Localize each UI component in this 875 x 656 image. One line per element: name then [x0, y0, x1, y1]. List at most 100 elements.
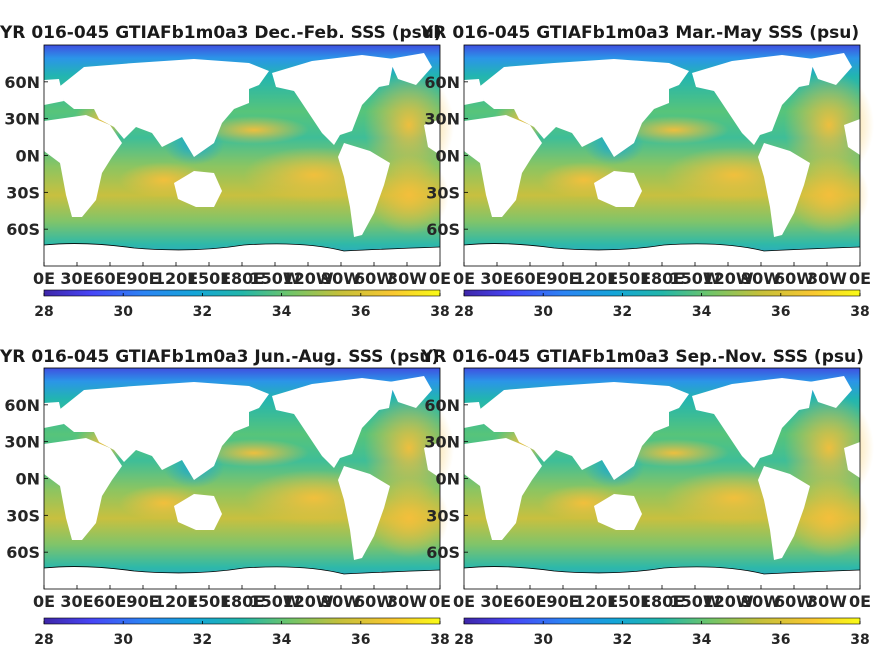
colorbar-tick-label: 32 — [193, 632, 212, 648]
colorbar-tick-label: 38 — [850, 632, 869, 648]
colorbar-tick-label: 30 — [533, 304, 553, 320]
y-tick-label: 30S — [426, 506, 460, 525]
y-tick-label: 30S — [426, 183, 460, 202]
y-tick-label: 60S — [426, 220, 460, 239]
x-tick-label: 180E — [640, 592, 684, 611]
colorbar — [463, 617, 861, 625]
panel-title: YR 016-045 GTIAFb1m0a3 Mar.-May SSS (psu… — [420, 23, 859, 43]
x-tick-label: 180E — [640, 269, 684, 288]
colorbar-tick-label: 34 — [272, 632, 292, 648]
x-tick-label: 0E — [429, 269, 451, 288]
x-tick-label: 0E — [33, 592, 55, 611]
colorbar — [463, 289, 861, 297]
colorbar-tick-label: 36 — [351, 632, 370, 648]
x-tick-label: 90W — [741, 592, 781, 611]
map-panel: YR 016-045 GTIAFb1m0a3 Dec.-Feb. SSS (ps… — [0, 23, 455, 320]
x-tick-label: 90W — [321, 592, 361, 611]
sss-map — [463, 44, 875, 267]
panel-title: YR 016-045 GTIAFb1m0a3 Sep.-Nov. SSS (ps… — [420, 347, 864, 367]
colorbar-tick-label: 34 — [272, 304, 292, 320]
x-tick-label: 150E — [607, 592, 651, 611]
y-tick-label: 0N — [15, 470, 40, 489]
x-tick-label: 150W — [249, 592, 300, 611]
sss-map — [43, 367, 455, 590]
x-tick-label: 150W — [669, 269, 720, 288]
x-tick-label: 120E — [574, 592, 618, 611]
map-panel: YR 016-045 GTIAFb1m0a3 Sep.-Nov. SSS (ps… — [420, 347, 875, 648]
colorbar-tick-label: 28 — [34, 632, 53, 648]
y-tick-label: 0N — [435, 147, 460, 166]
x-tick-label: 120W — [282, 592, 333, 611]
colorbar-tick-label: 30 — [113, 632, 133, 648]
x-tick-label: 120E — [574, 269, 618, 288]
x-tick-label: 90E — [126, 592, 159, 611]
y-tick-label: 60N — [424, 73, 460, 92]
sss-map — [463, 367, 875, 590]
x-tick-label: 30E — [480, 269, 513, 288]
x-tick-label: 30E — [480, 592, 513, 611]
colorbar-tick-label: 38 — [430, 304, 449, 320]
colorbar-tick-label: 36 — [351, 304, 370, 320]
y-tick-label: 30N — [4, 110, 40, 129]
y-tick-label: 30N — [424, 433, 460, 452]
x-tick-label: 30W — [387, 592, 427, 611]
x-tick-label: 0E — [429, 592, 451, 611]
y-tick-label: 30S — [6, 506, 40, 525]
x-tick-label: 150E — [607, 269, 651, 288]
x-tick-label: 60E — [93, 592, 126, 611]
colorbar-tick-label: 30 — [533, 632, 553, 648]
x-tick-label: 60W — [774, 592, 814, 611]
colorbar-tick-label: 28 — [454, 632, 473, 648]
colorbar-tick-label: 38 — [430, 632, 449, 648]
x-tick-label: 0E — [453, 592, 475, 611]
colorbar-tick-label: 30 — [113, 304, 133, 320]
map-panel: YR 016-045 GTIAFb1m0a3 Mar.-May SSS (psu… — [420, 23, 875, 320]
panel-title: YR 016-045 GTIAFb1m0a3 Dec.-Feb. SSS (ps… — [0, 23, 442, 43]
colorbar-tick-label: 32 — [613, 632, 632, 648]
x-tick-label: 150E — [187, 592, 231, 611]
x-tick-label: 90E — [126, 269, 159, 288]
x-tick-label: 60E — [513, 592, 546, 611]
x-tick-label: 180E — [220, 269, 264, 288]
x-tick-label: 120W — [702, 592, 753, 611]
y-tick-label: 60S — [426, 543, 460, 562]
x-tick-label: 120W — [282, 269, 333, 288]
y-tick-label: 60N — [4, 73, 40, 92]
y-tick-label: 60S — [6, 220, 40, 239]
x-tick-label: 30W — [807, 269, 847, 288]
colorbar-tick-label: 34 — [692, 304, 712, 320]
map-panel: YR 016-045 GTIAFb1m0a3 Jun.-Aug. SSS (ps… — [0, 347, 455, 648]
colorbar-tick-label: 36 — [771, 632, 790, 648]
x-tick-label: 60W — [774, 269, 814, 288]
x-tick-label: 0E — [33, 269, 55, 288]
y-tick-label: 30N — [424, 110, 460, 129]
x-tick-label: 60E — [93, 269, 126, 288]
colorbar — [43, 617, 441, 625]
colorbar-tick-label: 28 — [34, 304, 53, 320]
x-tick-label: 90E — [546, 269, 579, 288]
x-tick-label: 120E — [154, 592, 198, 611]
x-tick-label: 120E — [154, 269, 198, 288]
panel-title: YR 016-045 GTIAFb1m0a3 Jun.-Aug. SSS (ps… — [0, 347, 439, 367]
x-tick-label: 180E — [220, 592, 264, 611]
x-tick-label: 30E — [60, 592, 93, 611]
y-tick-label: 60N — [424, 396, 460, 415]
x-tick-label: 0E — [849, 269, 871, 288]
x-tick-label: 60W — [354, 269, 394, 288]
x-tick-label: 120W — [702, 269, 753, 288]
y-tick-label: 0N — [435, 470, 460, 489]
sss-map — [43, 44, 455, 267]
colorbar-tick-label: 36 — [771, 304, 790, 320]
colorbar — [43, 289, 441, 297]
x-tick-label: 150W — [669, 592, 720, 611]
x-tick-label: 150E — [187, 269, 231, 288]
x-tick-label: 90W — [321, 269, 361, 288]
y-tick-label: 0N — [15, 147, 40, 166]
x-tick-label: 0E — [453, 269, 475, 288]
x-tick-label: 90E — [546, 592, 579, 611]
x-tick-label: 90W — [741, 269, 781, 288]
colorbar-tick-label: 32 — [193, 304, 212, 320]
colorbar-tick-label: 34 — [692, 632, 712, 648]
y-tick-label: 30N — [4, 433, 40, 452]
